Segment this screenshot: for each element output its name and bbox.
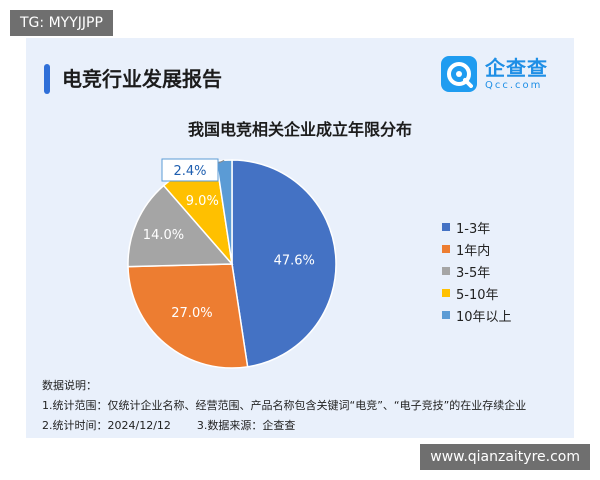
- report-card: 电竞行业发展报告 企查查 Qcc.com 我国电竞相关企业成立年限分布 47.6…: [26, 38, 574, 438]
- notes-scope: 1.统计范围：仅统计企业名称、经营范围、产品名称包含关键词“电竞”、“电子竞技”…: [42, 399, 527, 412]
- legend-item: 1年内: [442, 238, 512, 260]
- data-label-under-1-year: 27.0%: [171, 306, 212, 321]
- legend-swatch: [442, 223, 450, 231]
- watermark-top-tag: TG: MYYJJPP: [10, 10, 113, 36]
- brand-logo-group: 企查查 Qcc.com: [441, 56, 548, 92]
- title-accent-bar: [44, 64, 50, 94]
- legend-label: 1年内: [456, 243, 491, 259]
- legend-label: 1-3年: [456, 221, 491, 237]
- chart-legend: 1-3年 1年内 3-5年 5-10年 10年以上: [442, 216, 512, 326]
- legend-swatch: [442, 267, 450, 275]
- data-label-over-10-years: 2.4%: [173, 164, 206, 179]
- data-label-1-3-years: 47.6%: [274, 253, 315, 268]
- notes-heading: 数据说明：: [42, 379, 97, 392]
- brand-name: 企查查: [485, 55, 548, 80]
- legend-label: 10年以上: [456, 309, 512, 325]
- legend-swatch: [442, 311, 450, 319]
- watermark-bottom-tag: www.qianzaityre.com: [420, 444, 590, 470]
- chart-title: 我国电竞相关企业成立年限分布: [187, 120, 412, 139]
- legend-item: 3-5年: [442, 260, 512, 282]
- slice-1-3-years: [231, 159, 337, 368]
- data-label-box-over-10-years: [161, 158, 219, 182]
- legend-item: 5-10年: [442, 282, 512, 304]
- report-title: 电竞行业发展报告: [62, 67, 222, 91]
- legend-label: 3-5年: [456, 265, 491, 281]
- slice-3-5-years: [127, 184, 234, 268]
- legend-swatch: [442, 245, 450, 253]
- notes-time-source: 2.统计时间：2024/12/12 3.数据来源：企查查: [42, 416, 526, 436]
- notes-time: 2.统计时间：2024/12/12: [42, 419, 171, 432]
- legend-swatch: [442, 289, 450, 297]
- legend-item: 1-3年: [442, 216, 512, 238]
- data-label-5-10-years: 9.0%: [186, 194, 219, 209]
- slice-under-1-year: [127, 263, 249, 369]
- notes-source: 3.数据来源：企查查: [196, 419, 296, 432]
- data-notes: 数据说明： 1.统计范围：仅统计企业名称、经营范围、产品名称包含关键词“电竞”、…: [42, 376, 526, 436]
- qcc-logo-icon: [441, 56, 477, 92]
- legend-label: 5-10年: [456, 287, 499, 303]
- data-label-3-5-years: 14.0%: [143, 228, 184, 243]
- pie-chart: 47.6% 27.0% 14.0% 9.0% 2.4%: [127, 158, 337, 369]
- brand-domain: Qcc.com: [485, 79, 543, 91]
- legend-item: 10年以上: [442, 304, 512, 326]
